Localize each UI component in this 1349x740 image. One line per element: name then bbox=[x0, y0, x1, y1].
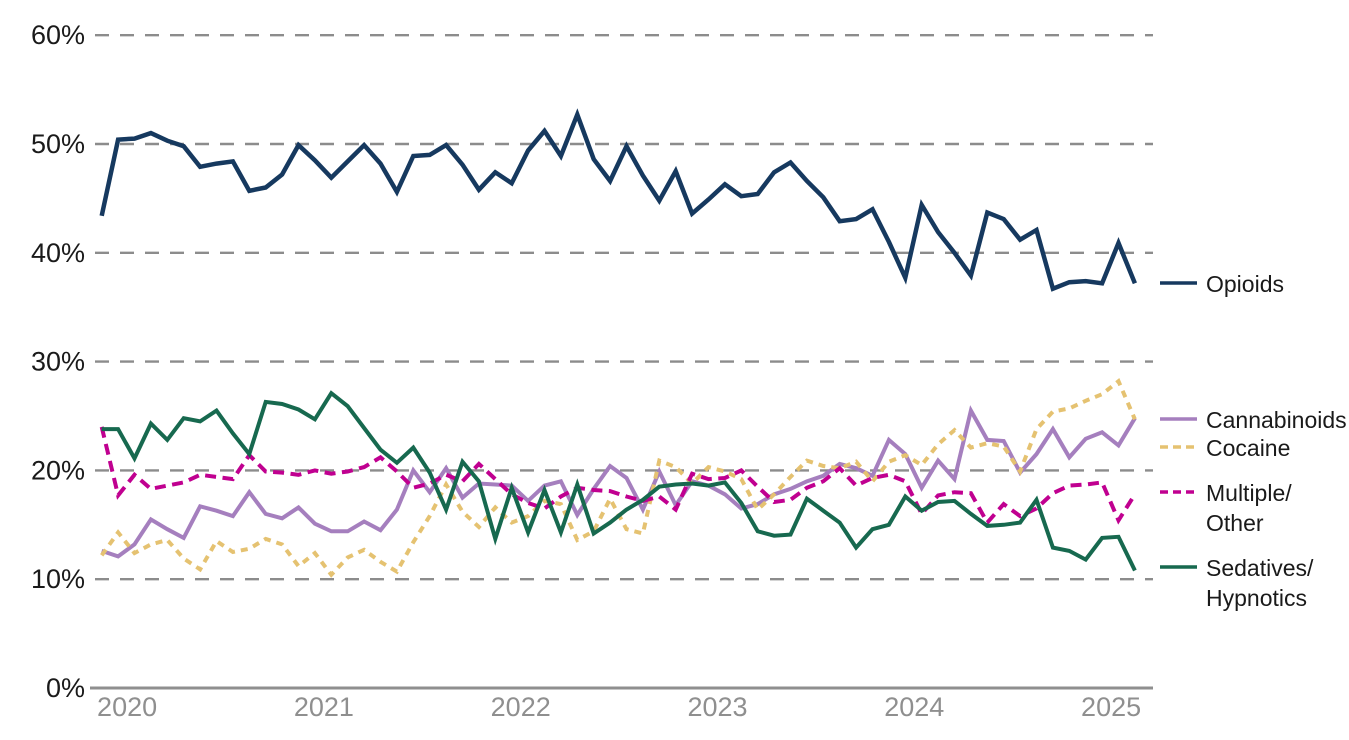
legend-label-opioids: Opioids bbox=[1206, 271, 1284, 297]
legend-item-cocaine: Cocaine bbox=[1160, 435, 1290, 461]
x-tick-label-2021: 2021 bbox=[294, 692, 354, 722]
x-tick-label-2024: 2024 bbox=[884, 692, 944, 722]
y-tick-label-30: 30% bbox=[31, 347, 85, 377]
legend-label-sedatives_hypnotics: Sedatives/ bbox=[1206, 555, 1314, 581]
legend-label-sedatives_hypnotics-line2: Hypnotics bbox=[1206, 585, 1307, 611]
legend-label-cocaine: Cocaine bbox=[1206, 435, 1290, 461]
series-line-sedatives_hypnotics bbox=[101, 390, 1137, 572]
x-tick-label-2025: 2025 bbox=[1081, 692, 1141, 722]
y-tick-label-0: 0% bbox=[46, 673, 85, 703]
series-line-multiple_other bbox=[99, 426, 1137, 527]
series-line-cocaine bbox=[100, 378, 1137, 578]
legend-label-multiple_other-line2: Other bbox=[1206, 510, 1264, 536]
series-line-cannabinoids bbox=[101, 405, 1137, 559]
gridlines bbox=[95, 34, 1153, 581]
legend-label-cannabinoids: Cannabinoids bbox=[1206, 407, 1347, 433]
y-tick-label-20: 20% bbox=[31, 455, 85, 485]
legend-label-multiple_other: Multiple/ bbox=[1206, 480, 1292, 506]
y-tick-label-60: 60% bbox=[31, 20, 85, 50]
y-axis-labels: 0% 10% 20% 30% 40% 50% 60% bbox=[31, 20, 85, 703]
y-tick-label-10: 10% bbox=[31, 564, 85, 594]
x-tick-label-2022: 2022 bbox=[491, 692, 551, 722]
y-tick-label-50: 50% bbox=[31, 129, 85, 159]
x-tick-label-2020: 2020 bbox=[97, 692, 157, 722]
series-line-opioids bbox=[99, 108, 1137, 292]
x-axis-labels: 2020 2021 2022 2023 2024 2025 bbox=[97, 692, 1141, 722]
legend-item-cannabinoids: Cannabinoids bbox=[1160, 407, 1347, 433]
x-tick-label-2023: 2023 bbox=[687, 692, 747, 722]
y-tick-label-40: 40% bbox=[31, 238, 85, 268]
legend-item-multiple_other: Multiple/Other bbox=[1160, 480, 1292, 536]
legend-item-sedatives_hypnotics: Sedatives/Hypnotics bbox=[1160, 555, 1314, 611]
legend-item-opioids: Opioids bbox=[1160, 271, 1284, 297]
